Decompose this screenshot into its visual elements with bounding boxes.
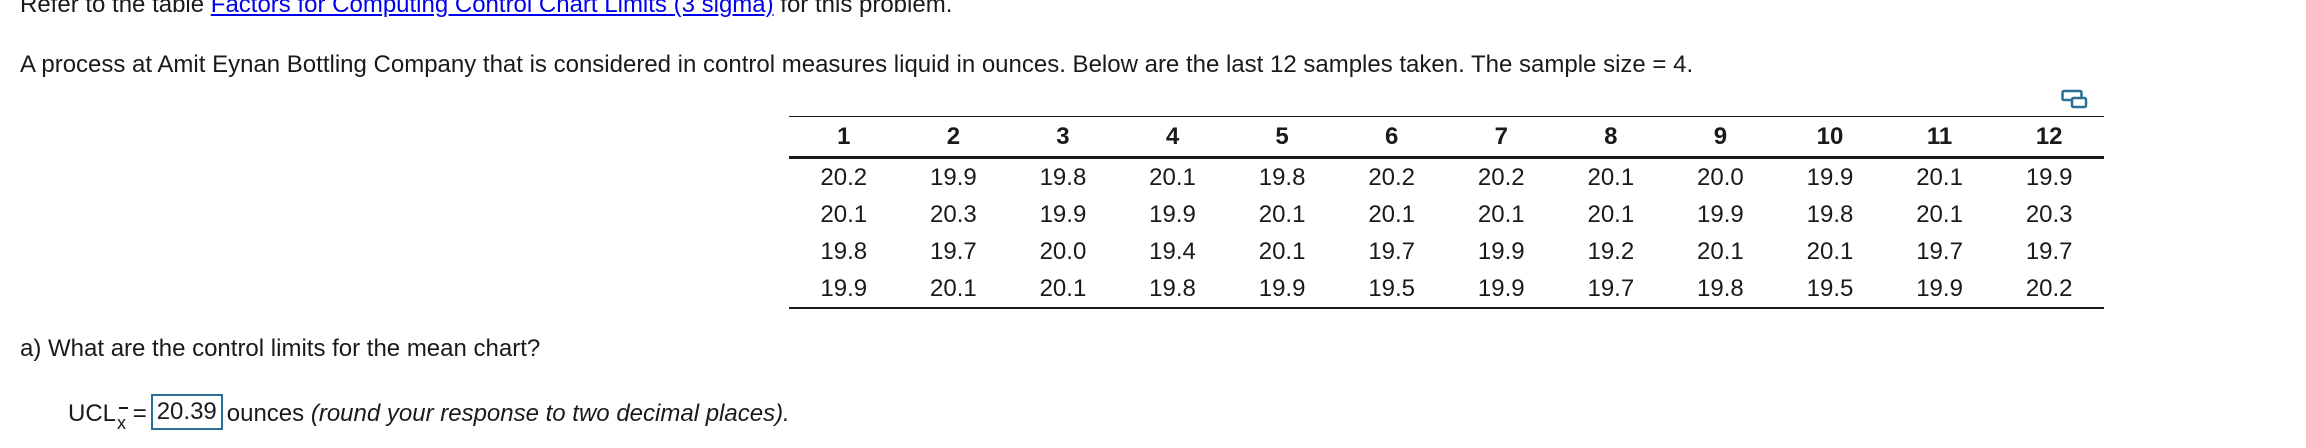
table-cell: 19.7 — [930, 237, 977, 265]
table-cell: 20.1 — [1258, 237, 1306, 265]
table-cell: 20.1 — [1697, 237, 1744, 265]
column-header-12: 12 — [1994, 116, 2104, 159]
table-cell: 19.2 — [1587, 237, 1635, 265]
table-cell: 19.7 — [1556, 270, 1666, 309]
table-cell: 20.1 — [820, 200, 868, 228]
table-cell: 19.8 — [1806, 200, 1854, 228]
table-cell: 20.1 — [1368, 200, 1416, 228]
ucl-answer-line: UCL x = 20.39 ounces (round your response t… — [68, 393, 790, 433]
samples-table-container: 1 2 3 4 5 6 7 8 9 10 11 12 20.2 19.9 19.8 20.1 19.8 20.2… — [789, 116, 2104, 309]
table-cell: 19.5 — [1775, 270, 1885, 309]
table-cell: 20.3 — [930, 200, 977, 228]
unit-label: ounces — [226, 400, 305, 427]
table-cell: 19.8 — [820, 237, 868, 265]
column-header-2: 2 — [898, 116, 1009, 159]
table-cell: 20.3 — [2025, 200, 2073, 228]
table-cell: 19.9 — [2025, 163, 2073, 191]
table-cell: 19.9 — [1806, 163, 1854, 191]
table-cell: 19.9 — [1697, 200, 1744, 228]
table-cell: 20.1 — [1916, 163, 1963, 191]
x-bar-subscript: x — [117, 407, 129, 433]
table-cell: 19.5 — [1336, 270, 1447, 309]
x-bar-overline — [119, 407, 129, 409]
table-cell: 20.2 — [1368, 163, 1416, 191]
table-cell: 19.9 — [930, 163, 977, 191]
table-cell: 20.1 — [1587, 163, 1635, 191]
table-cell: 19.9 — [1446, 270, 1557, 309]
table-cell: 20.2 — [1994, 270, 2104, 309]
rounding-note: (round your response to two decimal plac… — [310, 400, 790, 427]
table-cell: 19.8 — [1117, 270, 1228, 309]
samples-table: 1 2 3 4 5 6 7 8 9 10 11 12 20.2 19.9 19.8 20.1 19.8 20.2… — [789, 116, 2104, 309]
table-cell: 20.1 — [1806, 237, 1854, 265]
table-cell: 19.7 — [1916, 237, 1963, 265]
column-header-8: 8 — [1556, 116, 1666, 159]
question-a: a) What are the control limits for the m… — [20, 335, 541, 362]
column-header-9: 9 — [1665, 116, 1776, 159]
column-header-4: 4 — [1117, 116, 1228, 159]
ucl-answer-input[interactable]: 20.39 — [150, 393, 223, 430]
reference-suffix: for this problem. — [773, 0, 953, 18]
table-cell: 20.1 — [898, 270, 1009, 309]
table-row: 19.9 20.1 20.1 19.8 19.9 19.5 19.9 19.7 19.8 19.5… — [789, 270, 2104, 309]
table-cell: 19.7 — [1368, 237, 1416, 265]
column-header-5: 5 — [1227, 116, 1337, 159]
ucl-label: UCL x — [68, 396, 129, 433]
table-cell: 20.0 — [1039, 237, 1087, 265]
column-header-3: 3 — [1008, 116, 1118, 159]
table-body: 20.2 19.9 19.8 20.1 19.8 20.2 20.2 20.1 20.0 19.9… — [789, 158, 2104, 309]
table-cell: 20.2 — [820, 163, 868, 191]
table-header-row: 1 2 3 4 5 6 7 8 9 10 11 12 — [789, 116, 2104, 159]
table-cell: 19.7 — [2025, 237, 2073, 265]
reference-prefix: Refer to the table — [20, 0, 211, 18]
table-cell: 19.9 — [1149, 200, 1196, 228]
table-cell: 20.1 — [1477, 200, 1525, 228]
table-cell: 19.8 — [1258, 163, 1306, 191]
column-header-10: 10 — [1775, 116, 1885, 159]
table-cell: 19.4 — [1149, 237, 1196, 265]
table-cell: 19.9 — [1039, 200, 1087, 228]
copy-icon[interactable] — [2061, 89, 2089, 111]
table-row: 20.1 20.3 19.9 19.9 20.1 20.1 20.1 20.1 19.9 19.8… — [789, 196, 2104, 233]
table-cell: 20.0 — [1697, 163, 1744, 191]
table-cell: 19.9 — [789, 270, 899, 309]
table-cell: 20.1 — [1587, 200, 1635, 228]
table-row: 20.2 19.9 19.8 20.1 19.8 20.2 20.2 20.1 20.0 19.9… — [789, 158, 2104, 197]
subscript-x: x — [117, 413, 127, 433]
table-cell: 19.9 — [1227, 270, 1337, 309]
column-header-1: 1 — [789, 116, 899, 159]
table-cell: 19.8 — [1039, 163, 1087, 191]
factors-table-link[interactable]: Factors for Computing Control Chart Limi… — [210, 0, 774, 18]
table-row: 19.8 19.7 20.0 19.4 20.1 19.7 19.9 19.2 20.1 20.1… — [789, 233, 2104, 270]
column-header-6: 6 — [1336, 116, 1447, 159]
table-cell: 19.9 — [1477, 237, 1525, 265]
table-cell: 19.9 — [1884, 270, 1995, 309]
table-cell: 20.1 — [1916, 200, 1963, 228]
equals-sign: = — [132, 400, 147, 427]
column-header-7: 7 — [1446, 116, 1557, 159]
table-cell: 19.8 — [1665, 270, 1776, 309]
table-cell: 20.1 — [1149, 163, 1196, 191]
problem-statement: A process at Amit Eynan Bottling Company… — [20, 51, 1694, 78]
table-cell: 20.1 — [1008, 270, 1118, 309]
column-header-11: 11 — [1884, 116, 1995, 159]
ucl-text: UCL — [68, 400, 117, 427]
reference-line: Refer to the table Factors for Computing… — [20, 0, 952, 20]
table-cell: 20.1 — [1258, 200, 1306, 228]
table-cell: 20.2 — [1477, 163, 1525, 191]
